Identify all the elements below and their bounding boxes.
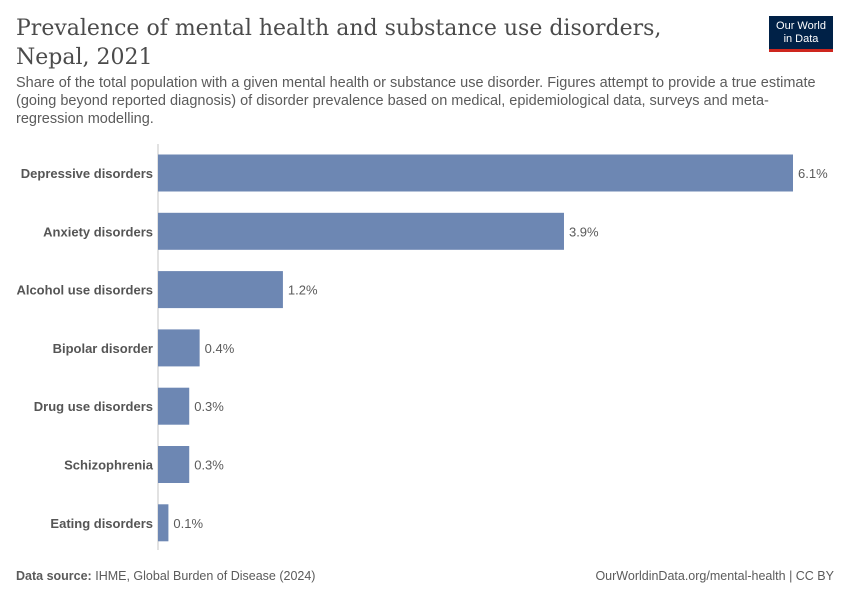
footer-credit-link[interactable]: OurWorldinData.org/mental-health | CC BY (595, 569, 834, 583)
category-label: Schizophrenia (64, 458, 154, 473)
category-label: Anxiety disorders (43, 224, 153, 239)
bar-chart: Depressive disorders 6.1% Anxiety disorder… (16, 144, 828, 550)
category-label: Alcohol use disorders (16, 283, 153, 298)
chart-title: Prevalence of mental health and substanc… (16, 16, 662, 70)
data-source: Data source: IHME, Global Burden of Dise… (16, 569, 315, 583)
category-label: Bipolar disorder (53, 341, 153, 356)
category-label: Eating disorders (50, 516, 153, 531)
value-label: 0.1% (173, 516, 203, 531)
bar[interactable] (158, 212, 564, 250)
chart-subtitle: Share of the total population with a giv… (16, 75, 816, 127)
bar[interactable] (158, 271, 283, 309)
category-label: Depressive disorders (21, 166, 153, 181)
logo-line-2: in Data (783, 33, 819, 45)
data-source-label: Data source: (16, 569, 92, 583)
data-source-text: IHME, Global Burden of Disease (2024) (95, 569, 316, 583)
category-label: Drug use disorders (34, 399, 153, 414)
value-label: 0.4% (205, 341, 235, 356)
bar[interactable] (158, 329, 200, 367)
value-label: 0.3% (194, 399, 224, 414)
bar[interactable] (158, 154, 793, 192)
logo-line-1: Our World (776, 20, 826, 32)
bar[interactable] (158, 504, 169, 542)
owid-logo[interactable]: Our World in Data (769, 16, 833, 52)
value-label: 6.1% (798, 166, 828, 181)
bar[interactable] (158, 446, 190, 483)
value-label: 1.2% (288, 283, 318, 298)
bar[interactable] (158, 387, 190, 425)
value-label: 3.9% (569, 224, 599, 239)
value-label: 0.3% (194, 458, 224, 473)
